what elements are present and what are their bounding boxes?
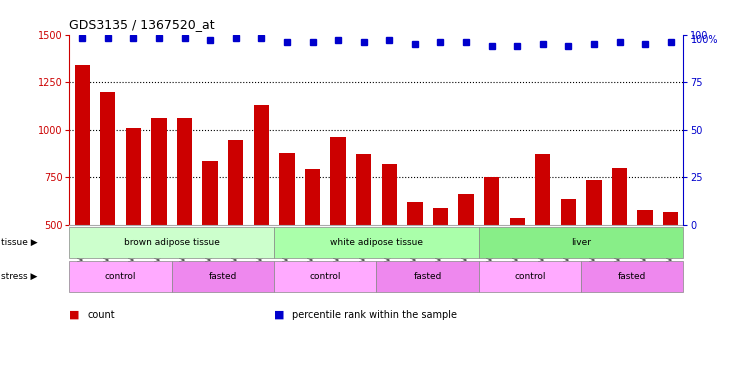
Bar [382,164,397,225]
Bar [612,168,627,225]
Bar [637,210,653,225]
Bar [69,227,274,258]
Text: fasted: fasted [618,272,646,281]
Text: fasted: fasted [209,272,237,281]
Text: stress ▶: stress ▶ [1,272,38,281]
Text: control: control [309,272,341,281]
Bar [330,137,346,225]
Text: ■: ■ [69,310,80,320]
Text: percentile rank within the sample: percentile rank within the sample [292,310,458,320]
Bar [407,202,423,225]
Bar [75,65,90,225]
Text: ■: ■ [274,310,284,320]
Bar [484,177,499,225]
Bar [479,261,581,292]
Text: GDS3135 / 1367520_at: GDS3135 / 1367520_at [69,18,215,31]
Bar [356,154,371,225]
Text: white adipose tissue: white adipose tissue [330,238,423,247]
Bar [581,261,683,292]
Bar [376,261,479,292]
Text: brown adipose tissue: brown adipose tissue [124,238,220,247]
Text: control: control [105,272,137,281]
Text: liver: liver [571,238,591,247]
Bar [510,218,525,225]
Bar [172,261,274,292]
Bar [586,180,602,225]
Bar [663,212,678,225]
Bar [479,227,683,258]
Bar [274,261,376,292]
Text: fasted: fasted [414,272,442,281]
Bar [433,207,448,225]
Bar [535,154,550,225]
Bar [126,128,141,225]
Bar [279,153,295,225]
Text: control: control [514,272,546,281]
Text: tissue ▶: tissue ▶ [1,238,38,247]
Bar [228,140,243,225]
Bar [274,227,479,258]
Bar [69,261,172,292]
Text: count: count [88,310,115,320]
Text: 100%: 100% [691,35,719,45]
Bar [561,199,576,225]
Bar [151,118,167,225]
Bar [254,105,269,225]
Bar [100,92,115,225]
Bar [458,194,474,225]
Bar [177,118,192,225]
Bar [202,161,218,225]
Bar [305,169,320,225]
